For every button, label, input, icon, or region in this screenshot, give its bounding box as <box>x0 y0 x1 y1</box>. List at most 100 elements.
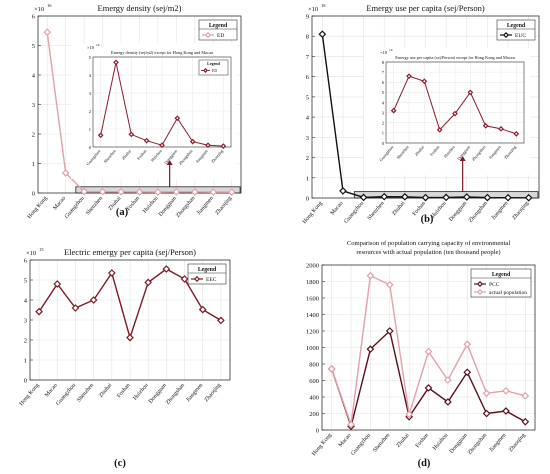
y-multiplier-exponent: 15 <box>39 247 44 252</box>
y-multiplier: ×10 <box>26 250 36 257</box>
y-tick-label: 1200 <box>306 329 319 336</box>
data-point <box>35 307 43 316</box>
inset-data-point <box>406 73 412 80</box>
inset-data-point <box>467 89 474 96</box>
y-tick-label: 3 <box>24 318 27 325</box>
inset-x-tick-label: Zhuhai <box>414 144 426 157</box>
inset-data-point <box>436 126 443 133</box>
inset-title: Emergy density (sej/m2) except for Hong … <box>111 50 214 55</box>
data-point <box>401 192 409 201</box>
data-point <box>43 28 52 37</box>
y-tick-label: 1000 <box>306 345 319 352</box>
data-point <box>191 188 199 196</box>
x-tick-label: Zhuhai <box>98 382 113 399</box>
inset-y-tick-label: 7 <box>382 70 385 75</box>
data-point <box>61 169 70 177</box>
legend-swatch-marker <box>502 31 510 39</box>
y-tick-label: 8 <box>306 34 309 41</box>
x-tick-label: Zhuhai <box>391 200 406 217</box>
x-tick-label: Macao <box>44 382 59 398</box>
x-tick-label: Zhongshan <box>165 382 186 406</box>
inset-y-tick-label: 1 <box>89 127 91 132</box>
inset-y-tick-label: 6 <box>382 80 385 85</box>
inset-data-point <box>189 138 196 145</box>
inset-y-tick-label: 8 <box>382 60 385 65</box>
y-multiplier-exponent: 16 <box>47 3 52 8</box>
y-tick-label: 7 <box>306 54 310 61</box>
y-tick-label: 600 <box>309 378 319 385</box>
inset-background <box>364 48 530 175</box>
data-point <box>327 365 336 373</box>
data-point <box>482 389 491 398</box>
x-tick-label: Jiangmen <box>185 382 204 403</box>
data-point <box>482 409 491 418</box>
y-tick-label: 6 <box>24 258 28 265</box>
panel-label: (a) <box>116 207 129 218</box>
x-tick-label: Foshan <box>116 382 131 399</box>
x-tick-label: Guangzhou <box>350 432 372 456</box>
y-multiplier: ×10 <box>308 6 318 13</box>
y-tick-label: 5 <box>306 94 309 101</box>
y-multiplier: ×10 <box>34 6 44 13</box>
legend: Legend PCC actual population <box>470 268 532 298</box>
data-point <box>144 278 153 287</box>
chart-title: Electric emergy per capita (sej/Person) <box>64 247 196 257</box>
y-tick-label: 6 <box>32 14 36 21</box>
inset-arrowhead <box>166 160 173 165</box>
data-point <box>89 296 98 304</box>
data-point <box>521 417 530 426</box>
y-multiplier-exponent: 18 <box>321 3 326 8</box>
inset-y-tick-label: 3 <box>382 110 385 115</box>
chart-title-line: Comparison of population carrying capaci… <box>347 240 510 247</box>
y-tick-label: 4 <box>32 73 36 80</box>
inset-y-tick-label: 4 <box>382 100 385 105</box>
x-tick-label: Huizhou <box>132 382 149 401</box>
data-point <box>135 188 144 196</box>
x-tick-label: Dongguan <box>448 200 468 222</box>
legend-swatch-marker <box>476 280 484 288</box>
y-tick-label: 200 <box>309 411 319 418</box>
legend-title: Legend <box>209 23 228 29</box>
x-tick-label: Dongguan <box>449 432 469 454</box>
chart-title: Emergy density (sej/m2) <box>98 3 182 13</box>
y-tick-label: 4 <box>306 115 310 122</box>
inset-y-tick-label: 1 <box>382 131 384 136</box>
x-tick-label: Guangzhou <box>64 195 86 219</box>
y-tick-label: 5 <box>24 278 27 285</box>
data-point <box>217 316 225 325</box>
inset-data-point <box>390 107 397 114</box>
legend-label: EUC <box>515 33 526 39</box>
x-tick-label: Zhaoqing <box>214 195 233 216</box>
data-point <box>444 398 452 406</box>
y-tick-label: 0 <box>306 196 309 203</box>
x-tick-label: Zhaoqing <box>511 200 530 221</box>
x-tick-label: Shenzhen <box>367 200 386 221</box>
inset-y-tick-label: 0 <box>382 141 385 146</box>
inset-multiplier: ×10 <box>87 45 95 50</box>
data-point <box>502 407 510 415</box>
data-point <box>385 327 394 335</box>
data-point <box>71 304 80 312</box>
chart-title-line: resources with actual population (ten th… <box>356 249 500 256</box>
data-point <box>483 193 492 202</box>
x-tick-label: Zhaoqing <box>204 382 223 403</box>
inset-data-point <box>97 132 104 139</box>
inset-data-point <box>482 122 489 129</box>
x-tick-label: Shenzhen <box>76 382 95 403</box>
inset-multiplier-exponent: 16 <box>389 48 393 52</box>
inset-y-tick-label: 5 <box>382 90 385 95</box>
legend-label: EEC <box>206 277 217 283</box>
x-tick-label: Macao <box>330 200 345 216</box>
y-tick-label: 2 <box>24 338 27 345</box>
data-point <box>366 271 375 280</box>
legend-label: PCC <box>489 282 500 288</box>
inset-data-point <box>159 142 165 149</box>
x-tick-label: Zhongshan <box>175 195 196 219</box>
data-point <box>463 368 472 377</box>
panel-label: (b) <box>421 214 434 225</box>
y-tick-label: 1 <box>24 358 27 365</box>
